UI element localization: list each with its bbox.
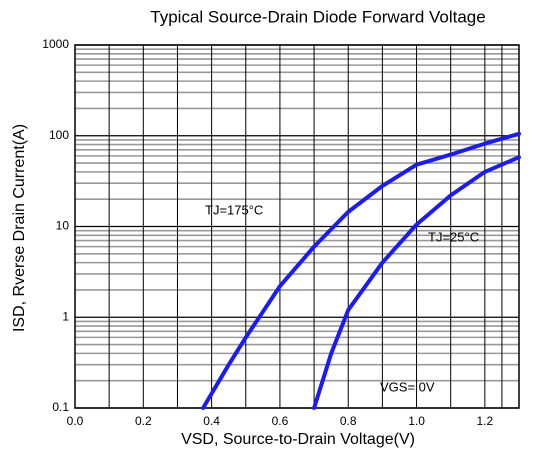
y-tick-label: 1 <box>62 309 69 323</box>
y-axis-label: ISD, Rverse Drain Current(A) <box>11 124 28 332</box>
y-tick-label: 1000 <box>42 37 69 51</box>
plot-frame <box>74 44 520 409</box>
x-tick-label: 0.2 <box>135 414 152 428</box>
x-tick-label: 0.0 <box>67 414 84 428</box>
y-tick-label: 10 <box>56 219 70 233</box>
x-axis-label: VSD, Source-to-Drain Voltage(V) <box>181 431 415 448</box>
y-tick-label: 100 <box>49 128 69 142</box>
x-tick-label: 1.2 <box>477 414 494 428</box>
annotation: VGS= 0V <box>380 379 435 394</box>
x-tick-label: 0.6 <box>272 414 289 428</box>
x-tick-label: 0.8 <box>340 414 357 428</box>
data-line <box>312 155 521 410</box>
data-line <box>201 131 521 410</box>
y-tick-label: 0.1 <box>52 400 69 414</box>
chart-title: Typical Source-Drain Diode Forward Volta… <box>150 7 485 26</box>
series-label: TJ=175°C <box>205 202 263 217</box>
x-tick-label: 1.0 <box>408 414 425 428</box>
series-label: TJ=25°C <box>428 229 479 244</box>
x-tick-label: 0.4 <box>203 414 220 428</box>
